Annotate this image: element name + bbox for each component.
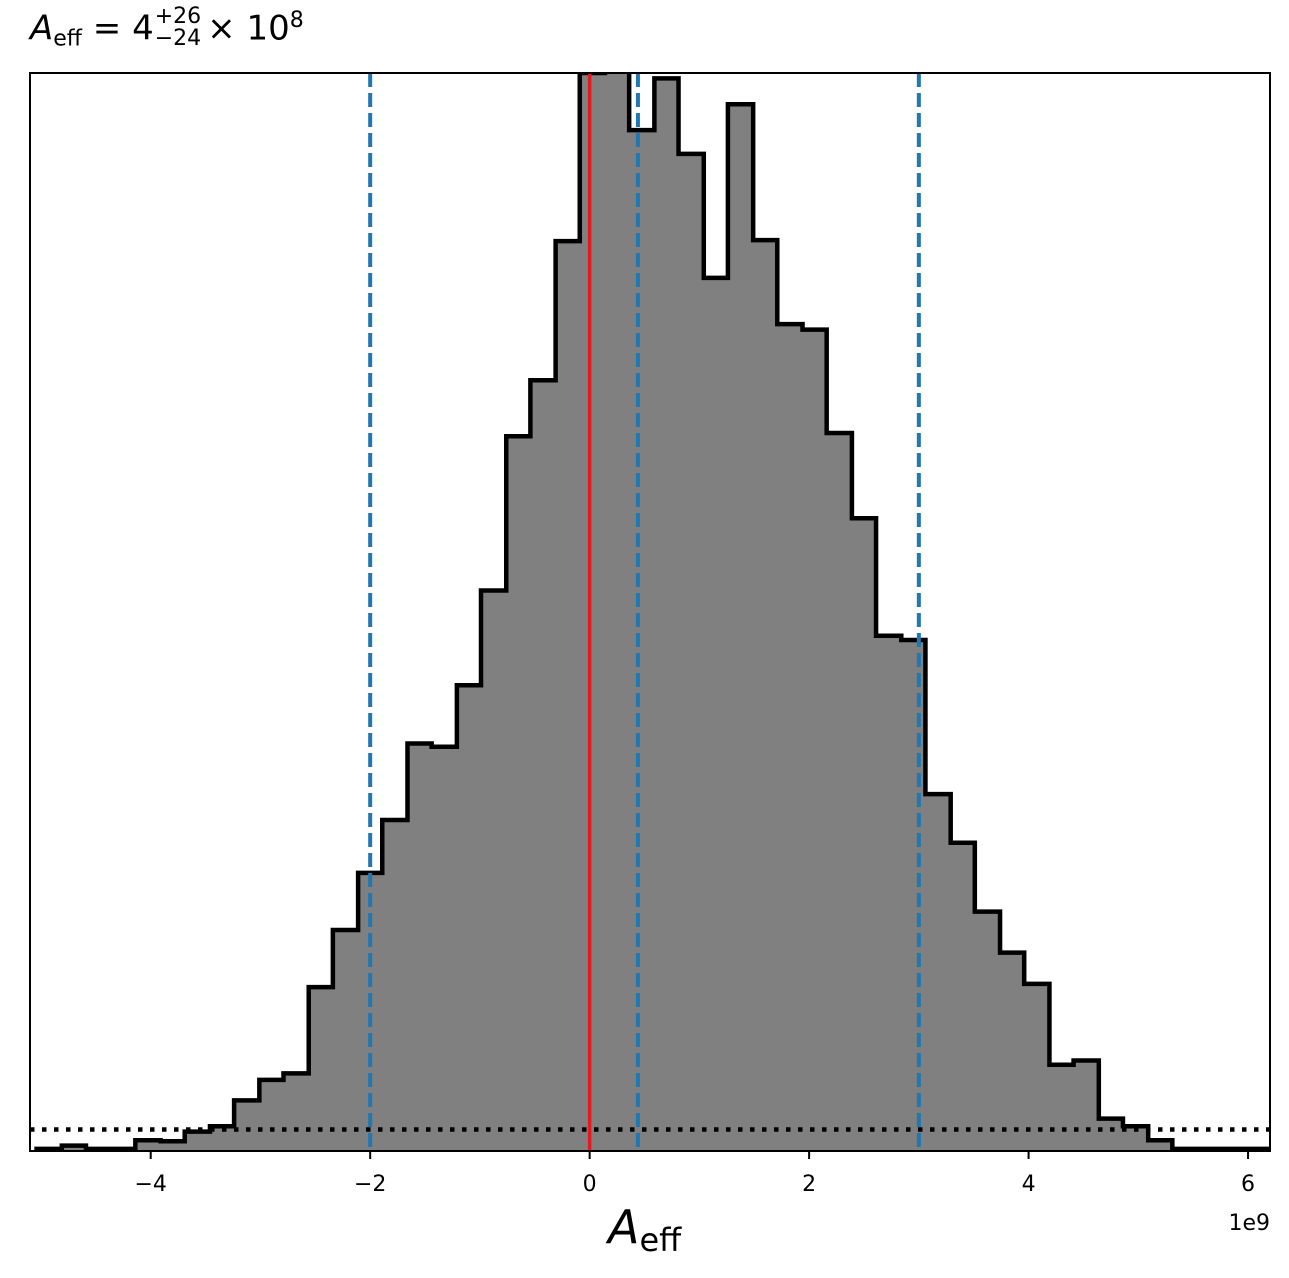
- histogram-bar: [826, 433, 853, 1151]
- histogram-bar: [506, 436, 531, 1151]
- histogram-bar: [481, 590, 507, 1151]
- histogram-bar: [727, 104, 754, 1151]
- histogram-bar: [1098, 1118, 1124, 1151]
- histogram-bar: [974, 911, 1001, 1151]
- histogram-bar: [605, 73, 630, 1151]
- histogram-bar: [308, 987, 334, 1151]
- x-tick-label: 0: [583, 1172, 597, 1197]
- xlabel-symbol: A: [608, 1200, 640, 1254]
- x-tick-label: −2: [354, 1172, 386, 1197]
- histogram-bar: [407, 743, 433, 1151]
- title-upper-error: +26: [154, 4, 202, 29]
- histogram-bar: [1049, 1064, 1075, 1151]
- histogram-bar: [654, 78, 680, 1151]
- histogram-bar: [950, 842, 976, 1151]
- x-tick-label: 4: [1022, 1172, 1036, 1197]
- histogram-bar: [678, 153, 705, 1151]
- histogram-bar: [901, 640, 926, 1151]
- title-value: = 4: [92, 8, 154, 49]
- histogram-bar: [530, 380, 557, 1151]
- histogram-bar: [283, 1073, 310, 1151]
- histogram-bar: [1024, 983, 1050, 1151]
- histogram-bar: [259, 1079, 284, 1151]
- title-multiplier: × 10: [207, 8, 290, 49]
- histogram-bar: [555, 241, 581, 1151]
- histogram-bar: [135, 1140, 162, 1151]
- histogram-bar: [579, 73, 606, 1151]
- x-tick-label: −4: [134, 1172, 166, 1197]
- histogram-bar: [61, 1145, 87, 1151]
- histogram-bar: [431, 746, 458, 1151]
- histogram-bar: [234, 1100, 260, 1151]
- histogram-bar: [184, 1131, 211, 1151]
- histogram-bar: [382, 820, 408, 1151]
- histogram-bar: [629, 130, 655, 1151]
- histogram-outline: [34, 73, 1270, 1151]
- histogram-bar: [802, 329, 828, 1151]
- histogram-bar: [1073, 1060, 1100, 1151]
- histogram-bar: [160, 1141, 186, 1151]
- chart-title: Aeff = 4 +26 −24 × 108: [30, 6, 304, 52]
- title-lower-error: −24: [154, 26, 202, 51]
- x-tick-label: 6: [1241, 1172, 1255, 1197]
- histogram-bar: [777, 324, 804, 1151]
- histogram-bar: [851, 518, 877, 1151]
- title-subscript: eff: [53, 26, 82, 52]
- x-axis-label: Aeff: [608, 1200, 681, 1259]
- histogram-bars: [36, 73, 1270, 1151]
- xlabel-subscript: eff: [639, 1221, 682, 1259]
- histogram-bar: [876, 635, 902, 1151]
- title-symbol: A: [30, 8, 54, 49]
- histogram-bar: [703, 277, 729, 1151]
- histogram-bar: [925, 794, 952, 1151]
- histogram-bar: [1000, 952, 1025, 1151]
- histogram-bar: [753, 240, 778, 1151]
- histogram-bar: [456, 685, 482, 1151]
- x-offset-label: 1e9: [1228, 1211, 1270, 1236]
- title-exponent: 8: [289, 8, 304, 34]
- histogram-bar: [332, 930, 359, 1151]
- title-errors: +26 −24: [155, 6, 201, 50]
- plot-frame: [29, 72, 1271, 1152]
- histogram-bar: [1148, 1140, 1173, 1151]
- x-axis-ticks: −4 −2 0 2 4 6: [134, 1151, 1255, 1197]
- x-tick-label: 2: [802, 1172, 816, 1197]
